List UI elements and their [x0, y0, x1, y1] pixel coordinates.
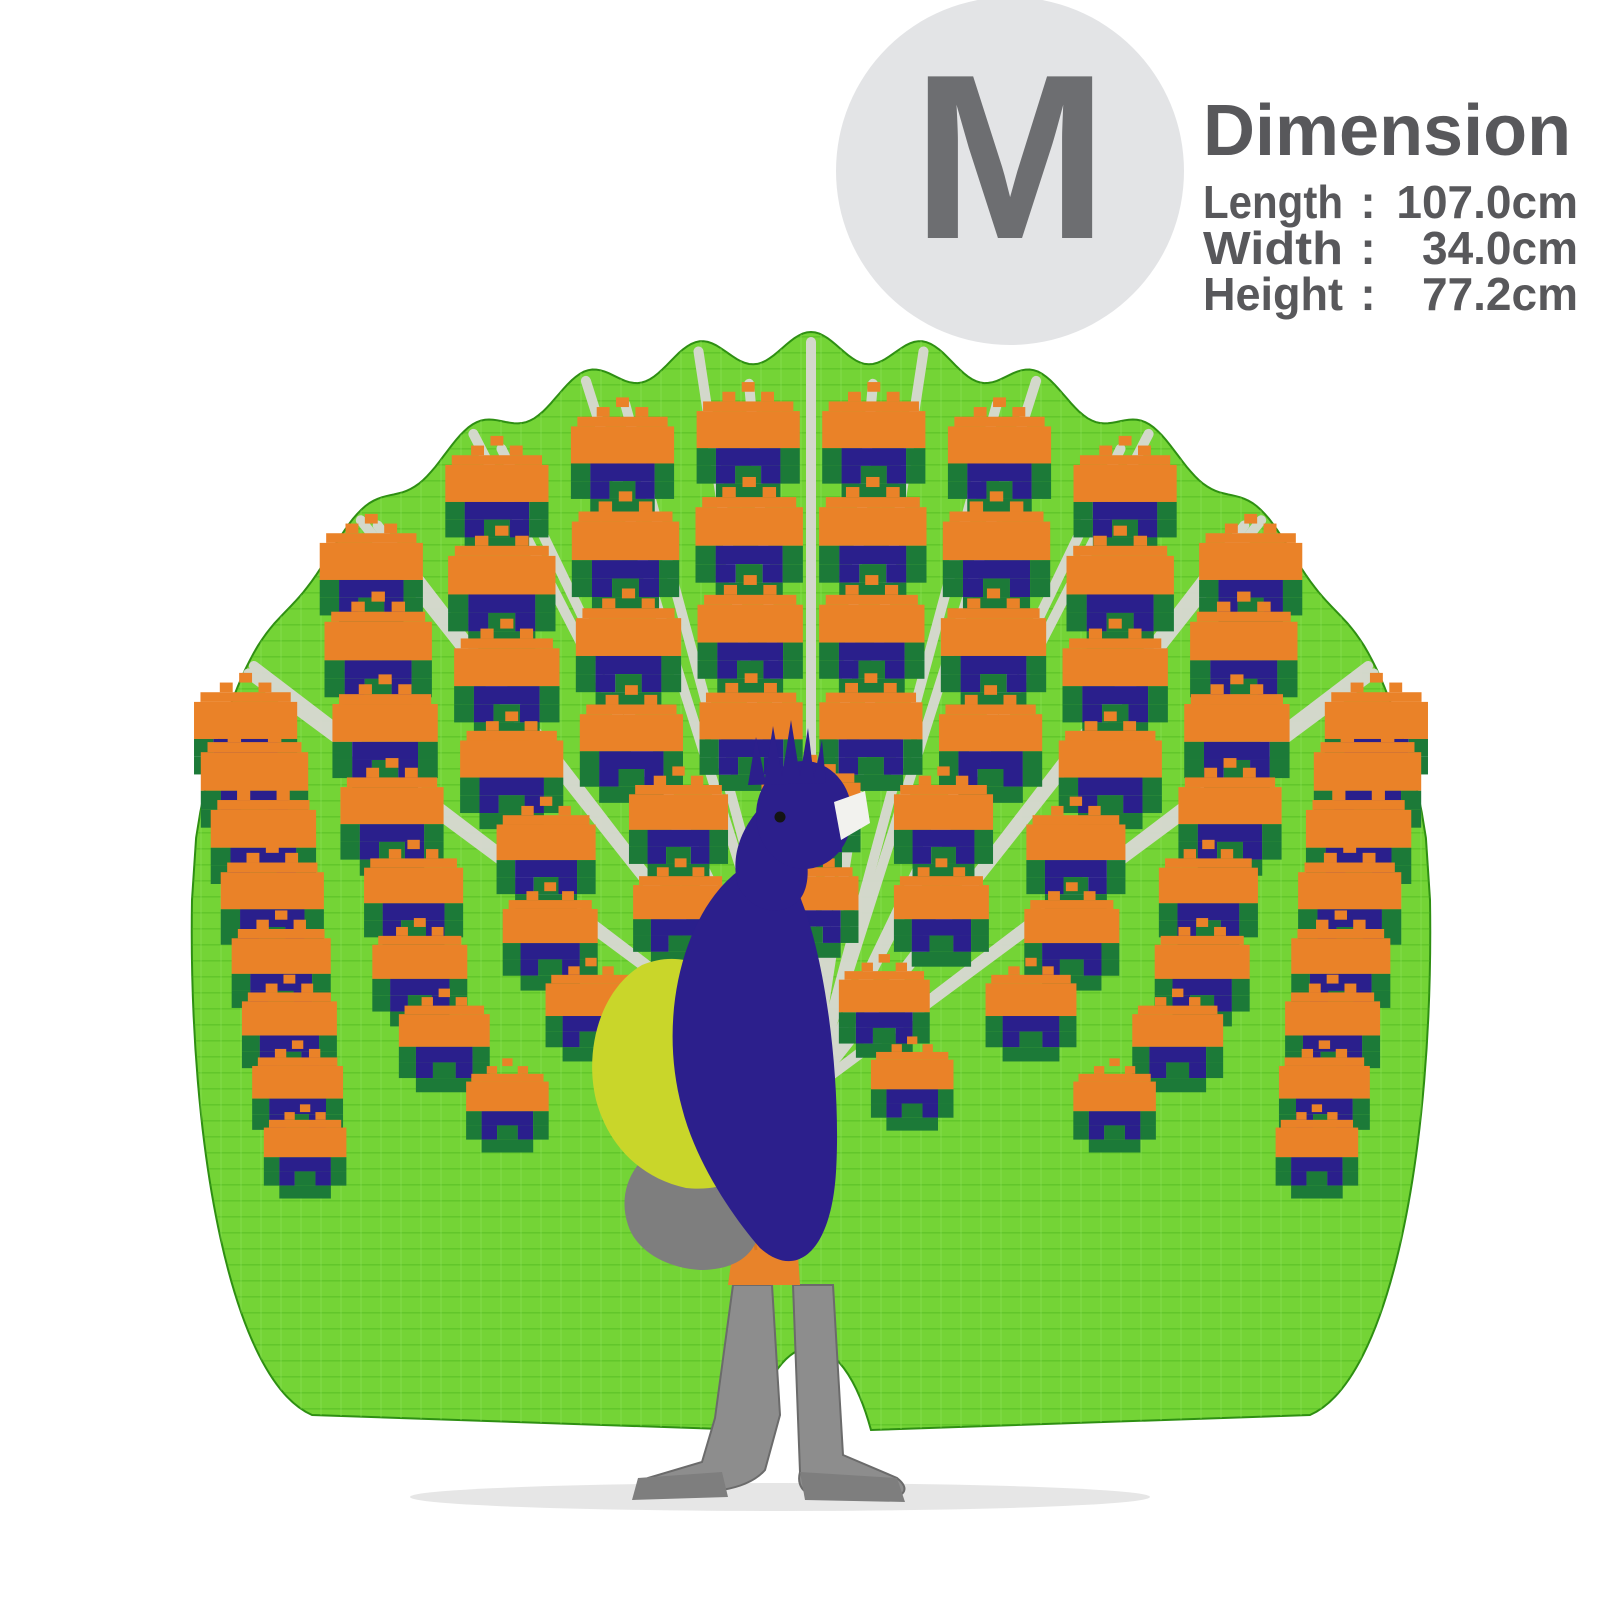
svg-text:Length: Length [1203, 176, 1343, 228]
svg-text::: : [1360, 222, 1375, 274]
svg-text:Height: Height [1203, 268, 1343, 320]
svg-text:34.0cm: 34.0cm [1422, 222, 1578, 274]
svg-text:Width: Width [1203, 222, 1343, 274]
svg-text::: : [1360, 176, 1375, 228]
svg-text::: : [1360, 268, 1375, 320]
svg-text:Dimension: Dimension [1203, 91, 1571, 171]
svg-text:77.2cm: 77.2cm [1422, 268, 1578, 320]
svg-text:M: M [912, 25, 1108, 288]
svg-text:107.0cm: 107.0cm [1396, 176, 1578, 228]
